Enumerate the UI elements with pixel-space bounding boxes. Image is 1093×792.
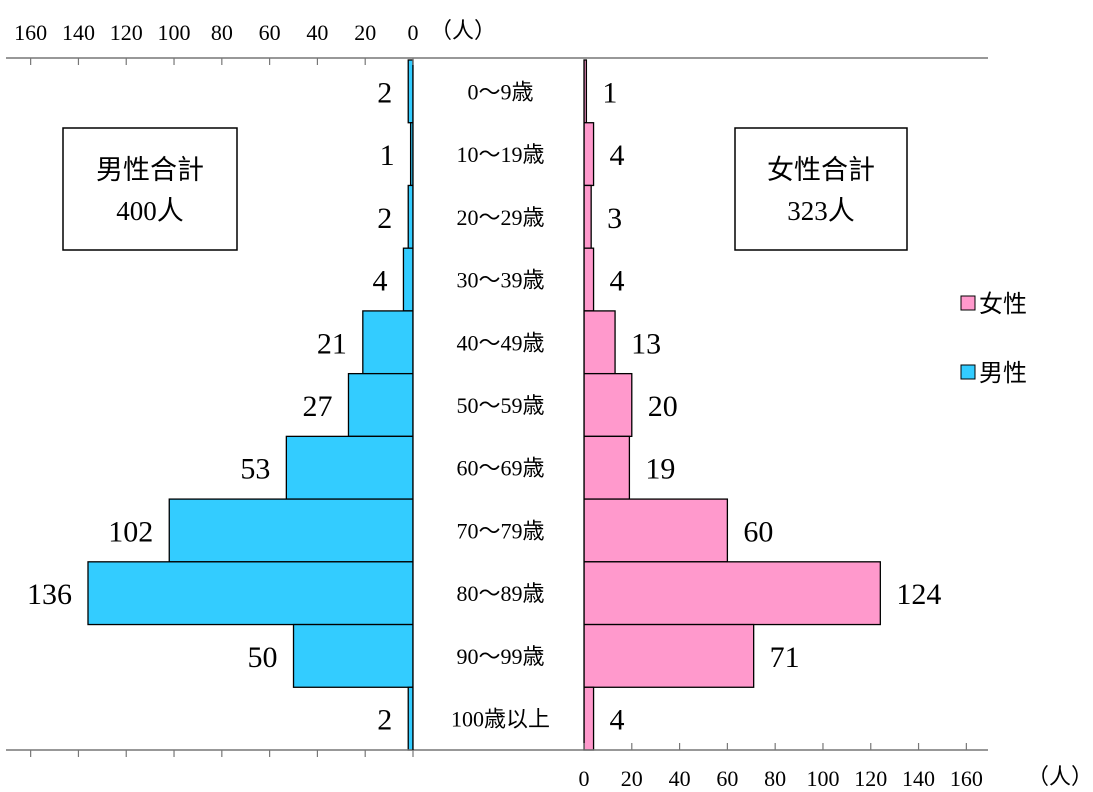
bottom-tick-label: 80 — [764, 766, 786, 791]
category-band — [413, 60, 584, 750]
bar-female — [583, 686, 595, 751]
top-tick-label: 0 — [408, 20, 419, 45]
data-label-female: 71 — [770, 641, 800, 674]
bottom-tick-label: 140 — [902, 766, 935, 791]
category-label: 40～49歳 — [456, 330, 544, 355]
legend-swatch-female — [960, 295, 976, 311]
bar-male — [347, 372, 414, 438]
data-label-male: 21 — [317, 327, 347, 360]
bottom-tick-label: 0 — [579, 766, 590, 791]
male-total-value: 400人 — [116, 196, 184, 226]
legend-item-male: 男性 — [960, 359, 1027, 387]
legend: 女性 男性 — [960, 290, 1027, 387]
category-label: 90～99歳 — [456, 644, 544, 669]
bar-male — [168, 498, 414, 563]
data-label-male: 2 — [377, 202, 392, 235]
category-label: 30～39歳 — [456, 268, 544, 293]
category-label: 50～59歳 — [456, 393, 544, 418]
male-bars — [87, 59, 414, 751]
bar-female — [583, 561, 881, 626]
category-label: 80～89歳 — [456, 581, 544, 606]
male-total-box: 男性合計 400人 — [62, 127, 238, 251]
data-label-male: 53 — [240, 453, 270, 486]
category-label: 100歳以上 — [451, 707, 550, 732]
data-label-female: 20 — [648, 390, 678, 423]
data-label-female: 4 — [610, 704, 625, 737]
legend-label-male: 男性 — [979, 359, 1027, 387]
bar-female — [583, 247, 595, 312]
legend-item-female: 女性 — [960, 290, 1027, 318]
bar-female — [583, 498, 729, 563]
bottom-tick-label: 60 — [716, 766, 738, 791]
bar-female — [583, 184, 592, 249]
bottom-tick-label: 120 — [854, 766, 887, 791]
data-label-female: 1 — [602, 76, 617, 109]
female-bars — [583, 59, 881, 751]
data-label-male: 1 — [380, 139, 395, 172]
data-label-female: 4 — [610, 265, 625, 298]
bottom-axis-unit: （人） — [1027, 764, 1093, 789]
category-label: 10～19歳 — [456, 142, 544, 167]
data-label-female: 13 — [631, 327, 661, 360]
data-label-female: 3 — [607, 202, 622, 235]
category-label: 0～9歳 — [467, 79, 533, 104]
top-tick-label: 160 — [14, 20, 47, 45]
data-label-female: 124 — [896, 578, 941, 611]
bar-male — [407, 59, 414, 124]
bar-female — [583, 310, 616, 375]
top-tick-label: 120 — [110, 20, 143, 45]
bar-male — [407, 184, 414, 249]
male-total-label: 男性合計 — [96, 155, 204, 185]
data-label-female: 4 — [610, 139, 625, 172]
bottom-tick-label: 160 — [950, 766, 983, 791]
legend-swatch-male — [960, 364, 976, 380]
female-total-box: 女性合計 323人 — [734, 127, 908, 251]
data-label-male: 4 — [372, 265, 387, 298]
top-tick-label: 140 — [62, 20, 95, 45]
top-tick-label: 20 — [354, 20, 376, 45]
bar-male — [362, 310, 414, 375]
bar-female — [583, 435, 631, 500]
bar-male — [402, 247, 414, 312]
top-tick-label: 40 — [306, 20, 328, 45]
bar-male — [292, 623, 414, 688]
bottom-tick-label: 40 — [669, 766, 691, 791]
bar-female — [583, 372, 633, 438]
bottom-tick-label: 100 — [806, 766, 839, 791]
bar-female — [583, 623, 755, 688]
category-label: 20～29歳 — [456, 205, 544, 230]
data-label-female: 19 — [645, 453, 675, 486]
female-total-value: 323人 — [787, 196, 855, 226]
category-label: 70～79歳 — [456, 518, 544, 543]
axes: 160 140 120 100 80 60 40 20 0 （人）0 20 40 60 80 100 120 1… — [6, 18, 1093, 791]
bottom-tick-label: 20 — [621, 766, 643, 791]
bar-male — [87, 561, 414, 626]
data-label-male: 136 — [27, 578, 72, 611]
top-tick-label: 100 — [158, 20, 191, 45]
top-axis-unit: （人） — [430, 18, 496, 43]
top-tick-label: 60 — [259, 20, 281, 45]
female-total-label: 女性合計 — [767, 155, 875, 185]
data-label-male: 2 — [377, 76, 392, 109]
bar-male — [285, 435, 414, 500]
data-label-male: 102 — [108, 515, 153, 548]
top-tick-label: 80 — [211, 20, 233, 45]
data-label-female: 60 — [743, 515, 773, 548]
bar-female — [583, 122, 595, 187]
data-label-male: 50 — [248, 641, 278, 674]
data-label-male: 27 — [302, 390, 332, 423]
legend-label-female: 女性 — [979, 290, 1027, 318]
category-label: 60～69歳 — [456, 456, 544, 481]
bar-male — [407, 686, 414, 751]
data-label-male: 2 — [377, 704, 392, 737]
